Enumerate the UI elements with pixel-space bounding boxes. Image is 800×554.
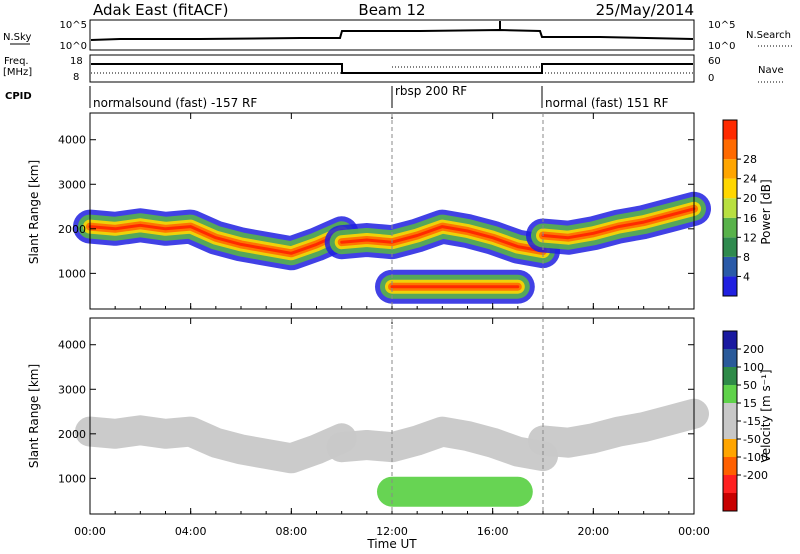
velocity-colorbar-band (723, 457, 737, 475)
power-y-axis: 1000 2000 3000 4000 (58, 134, 694, 280)
station-title: Adak East (fitACF) (93, 1, 228, 19)
power-colorbar-tick-label: 28 (743, 153, 757, 166)
power-colorbar-band (723, 139, 737, 160)
velocity-colorbar-tick-label: -100 (743, 451, 768, 464)
velocity-colorbar: 200 100 50 15 -15 -50 -100 -200 (722, 330, 768, 512)
y-tick-label: 4000 (58, 339, 86, 352)
velocity-colorbar-band (723, 421, 737, 439)
noise-tick-right-low: 10^0 (708, 41, 735, 52)
noise-tick-right-high: 10^5 (708, 20, 735, 31)
x-tick-label: 12:00 (376, 525, 408, 538)
power-colorbar-tick-label: 16 (743, 212, 757, 225)
velocity-colorbar-band (723, 403, 737, 421)
power-colorbar: 4 8 12 16 20 24 28 (722, 119, 757, 297)
power-colorbar-band (723, 120, 737, 140)
power-colorbar-band (723, 217, 737, 238)
cpid-label: CPID (5, 91, 32, 102)
power-colorbar-band (723, 178, 737, 199)
velocity-panel: 1000 2000 3000 4000 Slant Range [km] 200 100… (27, 317, 773, 515)
noise-tick-left-high: 10^5 (60, 20, 87, 31)
power-echo-band (541, 207, 696, 240)
beam-title: Beam 12 (358, 1, 425, 19)
velocity-ylabel: Slant Range [km] (27, 364, 41, 468)
velocity-y-axis: 1000 2000 3000 4000 (58, 339, 694, 485)
x-tick-label: 20:00 (577, 525, 609, 538)
y-tick-label: 1000 (58, 472, 86, 485)
x-tick-label: 04:00 (175, 525, 207, 538)
x-tick-label: 08:00 (275, 525, 307, 538)
power-colorbar-band (723, 159, 737, 179)
velocity-colorbar-tick-label: 100 (743, 361, 764, 374)
nave-tick-low: 0 (708, 73, 714, 84)
power-colorbar-tick-label: 4 (743, 270, 750, 283)
velocity-colorbar-band (723, 385, 737, 403)
y-tick-label: 4000 (58, 134, 86, 147)
power-echo-band (88, 223, 344, 255)
power-panel: 1000 2000 3000 4000 Slant Range [km] 4 8 12 16… (27, 112, 773, 310)
freq-tick-low: 8 (73, 72, 79, 83)
power-colorbar-band (723, 237, 737, 257)
velocity-colorbar-tick-label: 50 (743, 379, 757, 392)
velocity-colorbar-band (723, 475, 737, 493)
y-tick-label: 2000 (58, 223, 86, 236)
time-axis-label: Time UT (366, 537, 417, 551)
freq-panel: Freq. [MHz] 18 8 60 0 Nave (3, 54, 784, 84)
power-echoes (73, 191, 711, 304)
power-colorbar-frame (722, 119, 738, 297)
power-colorbar-tick-label: 8 (743, 251, 750, 264)
cpid-segment-2: rbsp 200 RF (395, 84, 467, 98)
cpid-panel: CPID normalsound (fast) -157 RF rbsp 200… (5, 84, 669, 110)
power-colorbar-tick-label: 20 (743, 192, 757, 205)
x-tick-label: 00:00 (74, 525, 106, 538)
freq-tick-high: 18 (70, 56, 83, 67)
velocity-colorbar-tick-label: -15 (743, 415, 761, 428)
velocity-echo-band (75, 415, 357, 474)
y-tick-label: 3000 (58, 383, 86, 396)
velocity-colorbar-tick-label: -200 (743, 469, 768, 482)
velocity-echo-band (528, 398, 709, 458)
date-title: 25/May/2014 (596, 1, 694, 19)
velocity-colorbar-band (723, 493, 737, 511)
velocity-echo-band (326, 416, 558, 472)
nsky-trace (90, 28, 694, 41)
freq-label-2: [MHz] (3, 67, 32, 78)
x-tick-label: 16:00 (477, 525, 509, 538)
nave-label: Nave (758, 65, 784, 76)
velocity-colorbar-tick-label: 200 (743, 343, 764, 356)
velocity-colorbar-band (723, 439, 737, 457)
freq-trace (91, 63, 693, 74)
cpid-segment-1: normalsound (fast) -157 RF (93, 96, 257, 110)
y-tick-label: 2000 (58, 428, 86, 441)
power-colorbar-label: Power [dB] (759, 179, 773, 244)
nsearch-label: N.Search (746, 30, 791, 41)
cpid-segment-3: normal (fast) 151 RF (545, 96, 669, 110)
x-tick-label: 00:00 (678, 525, 710, 538)
velocity-colorbar-band (723, 367, 737, 385)
nave-trace (91, 66, 693, 74)
velocity-colorbar-tick-label: 15 (743, 397, 757, 410)
noise-tick-left-low: 10^0 (60, 41, 87, 52)
y-tick-label: 3000 (58, 178, 86, 191)
power-colorbar-band (723, 256, 737, 277)
power-colorbar-band (723, 276, 737, 296)
velocity-colorbar-band (723, 331, 737, 349)
velocity-colorbar-label: Velocity [m s⁻¹] (759, 369, 773, 462)
noise-panel: N.Sky 10^5 10^0 10^5 10^0 N.Search (3, 19, 792, 52)
nave-tick-high: 60 (708, 56, 721, 67)
power-colorbar-tick-label: 12 (743, 231, 757, 244)
power-colorbar-tick-label: 24 (743, 173, 757, 186)
power-colorbar-band (723, 198, 737, 218)
velocity-colorbar-tick-label: -50 (743, 433, 761, 446)
time-axis: 00:00 04:00 08:00 12:00 16:00 20:00 00:00 (74, 113, 710, 538)
nsky-label: N.Sky (3, 32, 31, 43)
velocity-echoes (75, 398, 709, 507)
freq-label-1: Freq. (4, 56, 29, 67)
power-ylabel: Slant Range [km] (27, 160, 41, 264)
y-tick-label: 1000 (58, 267, 86, 280)
power-echo-band (340, 225, 545, 253)
velocity-colorbar-band (723, 349, 737, 367)
